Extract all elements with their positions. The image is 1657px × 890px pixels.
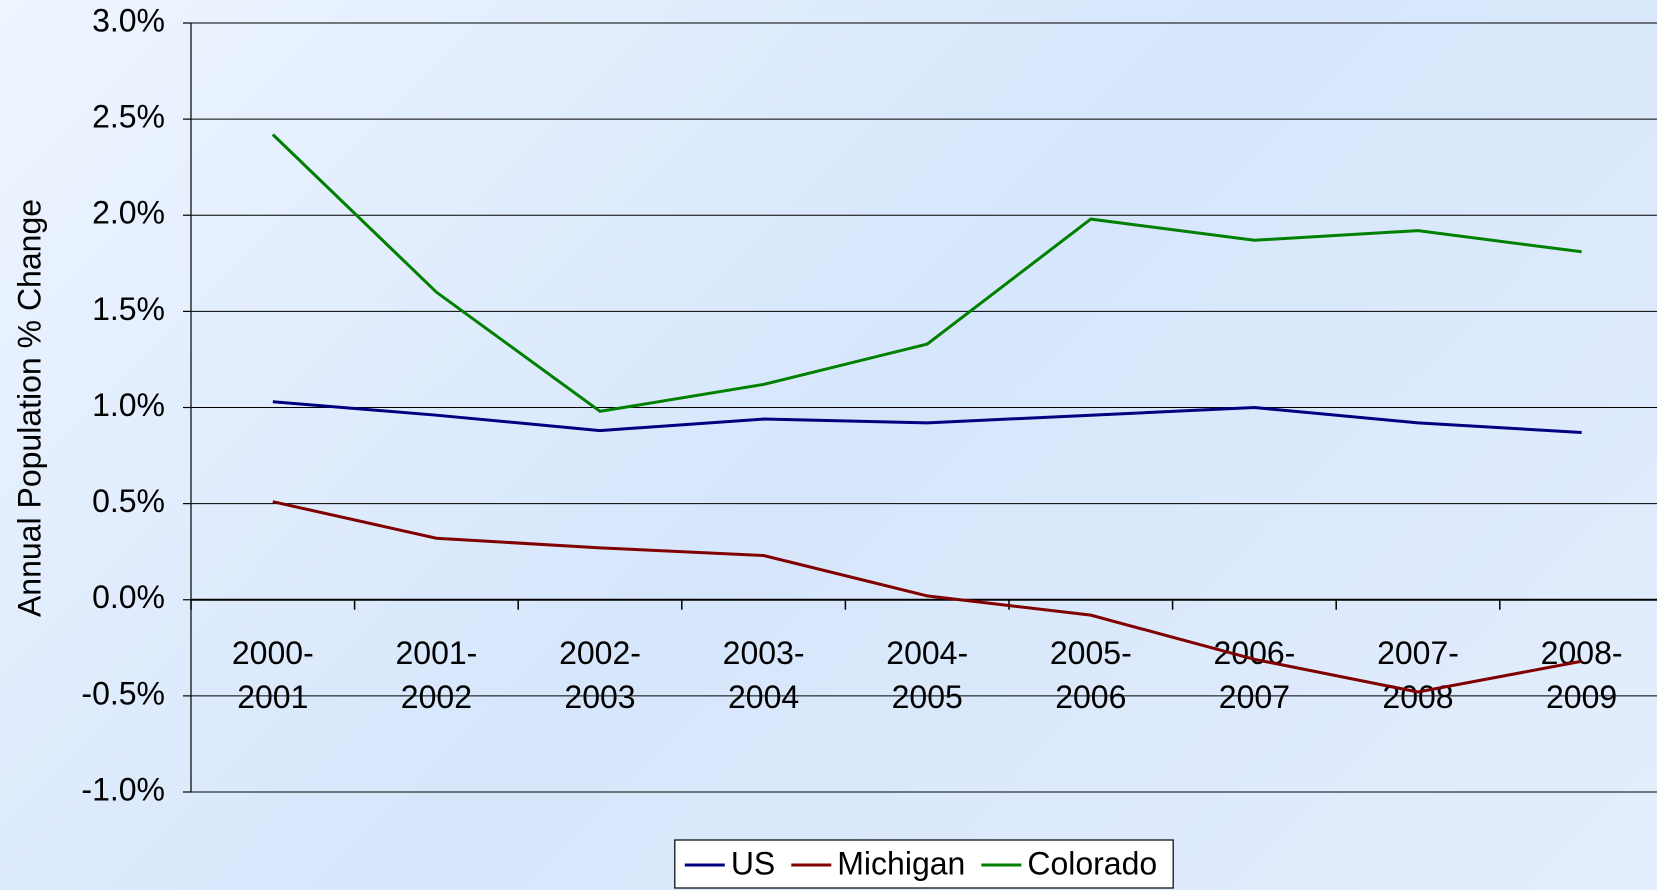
legend: US Michigan Colorado (674, 839, 1174, 889)
legend-label: Michigan (837, 845, 965, 881)
x-tick-label: 2000-2001 (232, 635, 314, 715)
x-tick-label: 2005-2006 (1050, 635, 1132, 715)
y-tick-label: 2.5% (92, 99, 165, 135)
y-tick-label: 1.0% (92, 387, 165, 423)
legend-box (674, 839, 1174, 889)
x-tick-label: 2008-2009 (1541, 635, 1623, 715)
series-line (271, 133, 1582, 413)
y-tick-label: -1.0% (81, 771, 165, 807)
series-line (272, 400, 1582, 434)
y-axis-label: Annual Population % Change (11, 199, 47, 617)
x-tick-label: 2007-2008 (1377, 635, 1459, 715)
y-tick-label: 3.0% (92, 2, 165, 38)
x-tick-label: 2006-2007 (1213, 635, 1295, 715)
y-tick-label: 2.0% (92, 195, 165, 231)
legend-label: US (731, 845, 775, 881)
legend-label: Colorado (1027, 845, 1157, 881)
y-tick-label: -0.5% (81, 675, 165, 711)
y-tick-label: 0.0% (92, 579, 165, 615)
series-line (272, 500, 1582, 694)
x-tick-label: 2002-2003 (559, 635, 641, 715)
y-tick-label: 0.5% (92, 483, 165, 519)
y-tick-label: 1.5% (92, 291, 165, 327)
x-tick-label: 2003-2004 (723, 635, 805, 715)
x-tick-label: 2004-2005 (886, 635, 968, 715)
x-tick-label: 2001-2002 (395, 635, 477, 715)
